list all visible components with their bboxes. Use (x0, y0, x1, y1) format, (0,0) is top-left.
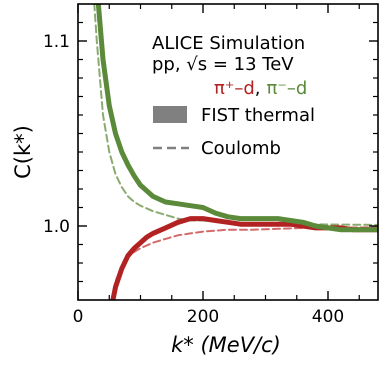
legend-fist-swatch (153, 106, 187, 123)
x-tick-label: 200 (187, 307, 219, 327)
series-fist-pi-minus (95, 4, 378, 233)
pi-plus-label: π⁺–d (214, 78, 255, 99)
legend-fist-label: FIST thermal (201, 105, 315, 126)
y-axis-label: C(k*) (11, 125, 35, 179)
annotation-system: pp, √s = 13 TeV (152, 54, 294, 75)
y-tick-label: 1.0 (43, 217, 70, 237)
axis-ticks: 0 200 400 1.0 1.1 (43, 4, 378, 327)
plot-area (93, 4, 378, 300)
annotation-pairs: π⁺–d, π⁻–d (214, 78, 307, 99)
x-tick-label: 400 (312, 307, 344, 327)
annotation-experiment: ALICE Simulation (152, 33, 305, 54)
x-axis-label: k* (MeV/c) (171, 333, 281, 357)
legend-coulomb-label: Coulomb (201, 138, 281, 159)
x-tick-label: 0 (73, 307, 84, 327)
pi-minus-label: π⁻–d (267, 78, 308, 99)
pair-separator: , (255, 78, 261, 99)
y-tick-label: 1.1 (43, 32, 70, 52)
